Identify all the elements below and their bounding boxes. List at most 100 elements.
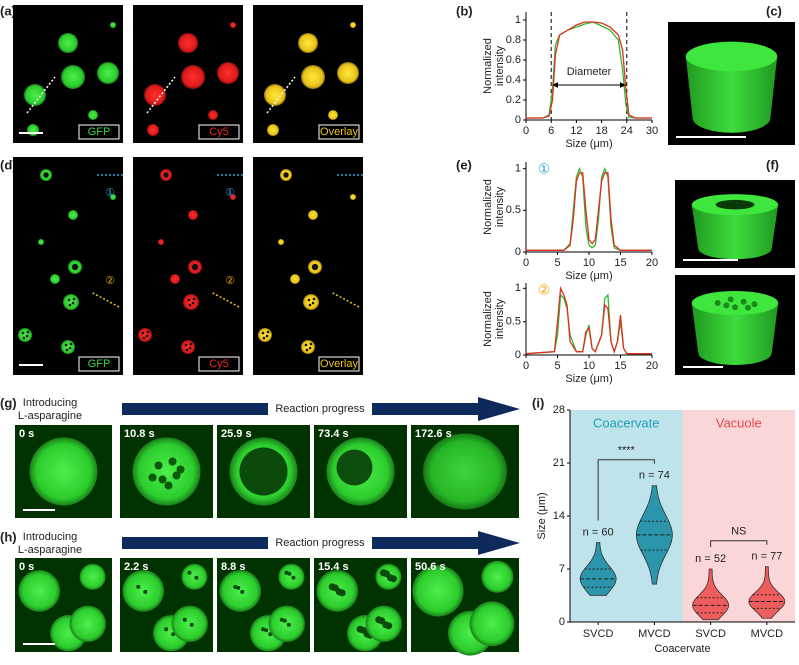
vacuole xyxy=(304,343,308,347)
droplet xyxy=(267,124,279,136)
x-tick-label: 0 xyxy=(523,360,529,372)
profile-marker: ② xyxy=(538,282,551,298)
vacuole xyxy=(68,303,72,307)
droplet xyxy=(61,340,75,354)
droplet xyxy=(423,433,507,510)
channel-box xyxy=(78,356,120,372)
vacuole xyxy=(287,571,292,576)
vacuole xyxy=(22,336,26,340)
time-label: 25.9 s xyxy=(221,428,252,440)
vacuole xyxy=(184,343,188,347)
hole xyxy=(732,304,738,311)
droplet xyxy=(178,33,198,53)
y-axis-label: Normalized xyxy=(482,179,494,235)
vacuole xyxy=(65,348,69,352)
panel-label: (e) xyxy=(456,157,472,172)
intro-label: L-asparagine xyxy=(18,544,82,556)
y-tick-label: 14 xyxy=(553,510,565,522)
droplet xyxy=(18,328,32,342)
vacuole xyxy=(185,348,189,352)
vacuole xyxy=(265,334,269,338)
panel-label: (a) xyxy=(0,3,16,18)
micrograph xyxy=(133,157,243,375)
profile-line xyxy=(210,291,240,308)
droplet xyxy=(138,328,152,342)
time-label: 2.2 s xyxy=(124,561,148,573)
progress-label: Reaction progress xyxy=(275,403,365,415)
hole xyxy=(751,301,758,308)
annotation-bg xyxy=(565,65,613,78)
vacuole xyxy=(338,589,346,597)
profile-marker: ② xyxy=(225,275,235,287)
intro-label: Introducing xyxy=(23,397,77,409)
vacuole xyxy=(378,617,386,625)
vacuole xyxy=(307,298,311,302)
y-tick-label: 0.6 xyxy=(506,54,521,66)
x-tick-label: 20 xyxy=(646,257,658,269)
vacuole xyxy=(189,622,194,627)
vacuole xyxy=(305,348,309,352)
time-label: 0 s xyxy=(19,561,34,573)
intro-label: Introducing xyxy=(23,531,77,543)
droplet xyxy=(337,62,359,84)
droplet xyxy=(38,239,44,245)
y-tick-label: 0.5 xyxy=(506,316,521,328)
profile-line xyxy=(526,172,652,251)
droplet xyxy=(97,62,119,84)
droplet xyxy=(27,124,39,136)
vacuole xyxy=(172,471,181,480)
droplet xyxy=(258,328,272,342)
hole xyxy=(715,199,755,210)
vacuole xyxy=(268,632,273,637)
vacuole xyxy=(182,617,187,622)
channel-box xyxy=(198,356,240,372)
vacuole xyxy=(69,342,73,346)
y-tick-label: 0.8 xyxy=(506,34,521,46)
droplet xyxy=(69,605,106,642)
time-label: 172.6 s xyxy=(415,428,452,440)
x-tick-label: 18 xyxy=(595,125,607,137)
droplet xyxy=(328,110,338,120)
droplet xyxy=(301,65,325,89)
x-tick-label: SVCD xyxy=(583,628,614,640)
annotation: Diameter xyxy=(567,66,612,78)
channel-label: Overlay xyxy=(320,358,358,370)
n-label: n = 52 xyxy=(695,553,726,565)
vacuole xyxy=(311,301,315,305)
droplet xyxy=(481,560,514,593)
x-axis-label: Size (μm) xyxy=(565,373,612,385)
vacuole xyxy=(188,303,192,307)
x-tick-label: 10 xyxy=(583,360,595,372)
vacuole xyxy=(164,627,169,632)
y-axis-label: intensity xyxy=(494,45,506,86)
x-tick-label: 5 xyxy=(554,257,560,269)
droplet xyxy=(58,33,78,53)
x-tick-label: 5 xyxy=(554,360,560,372)
droplet xyxy=(110,22,116,28)
droplet xyxy=(61,65,85,89)
time-label: 73.4 s xyxy=(318,428,349,440)
channel-box xyxy=(198,124,240,140)
droplet xyxy=(350,194,356,200)
y-tick-label: 0.5 xyxy=(506,204,521,216)
droplet xyxy=(469,601,515,647)
droplet xyxy=(350,22,356,28)
y-tick-label: 21 xyxy=(553,457,565,469)
droplet xyxy=(278,563,305,590)
droplet xyxy=(24,84,46,106)
droplet xyxy=(181,65,205,89)
vacuole xyxy=(64,343,68,347)
droplet xyxy=(412,565,464,617)
micrograph xyxy=(253,157,363,375)
channel-label: Overlay xyxy=(320,126,358,138)
profile-marker: ① xyxy=(538,161,551,177)
droplet xyxy=(308,210,318,220)
droplet xyxy=(290,274,300,284)
vacuole xyxy=(309,342,313,346)
channel-label: GFP xyxy=(88,358,111,370)
vacuole xyxy=(291,575,296,580)
vacuole xyxy=(189,342,193,346)
cylinder-top xyxy=(685,41,778,72)
droplet xyxy=(230,194,236,200)
droplet xyxy=(50,274,60,284)
